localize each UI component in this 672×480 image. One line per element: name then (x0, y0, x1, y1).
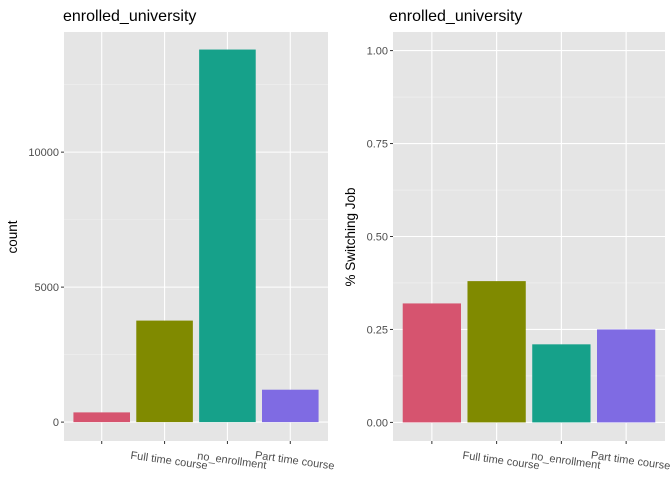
switching-job-chart-y-tick-label: 0.50 (367, 232, 388, 244)
switching-job-chart-x-tick-label: Part time course (590, 450, 671, 473)
switching-job-chart-bar (467, 281, 526, 423)
count-chart-y-axis-title: count (5, 220, 20, 253)
switching-job-chart-bar (532, 344, 591, 423)
count-chart-bar (136, 320, 193, 423)
switching-job-chart-y-ticks: 0.00 0.25 0.50 0.75 1.00 (367, 46, 393, 429)
count-chart-bars (73, 49, 319, 423)
count-chart-panel (64, 32, 328, 441)
switching-job-chart-bars (402, 281, 656, 423)
count-chart-bar (262, 389, 319, 423)
count-chart-y-ticks: 0 5000 10000 (28, 147, 64, 429)
switching-job-chart-y-tick-label: 0.25 (367, 324, 388, 336)
count-chart-minor-grid (64, 84, 328, 355)
count-chart-y-tick-label: 0 (53, 417, 59, 429)
count-chart-title: enrolled_university (63, 8, 196, 25)
count-chart-x-tick-label: Part time course (254, 450, 335, 473)
switching-job-chart-y-tick-label: 0.75 (367, 139, 388, 151)
switching-job-chart: enrolled_university % Switching Job 0.00… (343, 8, 671, 473)
switching-job-chart-x-tick-label: Full time course (462, 450, 541, 473)
count-chart-bar (73, 412, 130, 423)
count-chart-bar (199, 49, 256, 423)
switching-job-chart-y-tick-label: 1.00 (367, 46, 388, 58)
switching-job-chart-y-axis-title: % Switching Job (343, 187, 358, 286)
switching-job-chart-bar (402, 303, 461, 423)
switching-job-chart-y-tick-label: 0.00 (367, 417, 388, 429)
count-chart-y-tick-label: 10000 (28, 147, 59, 159)
switching-job-chart-bar (597, 329, 656, 423)
switching-job-chart-title: enrolled_university (389, 8, 522, 25)
count-chart: enrolled_university count 0 5000 10000 Ful… (5, 8, 335, 473)
count-chart-y-tick-label: 5000 (35, 282, 59, 294)
